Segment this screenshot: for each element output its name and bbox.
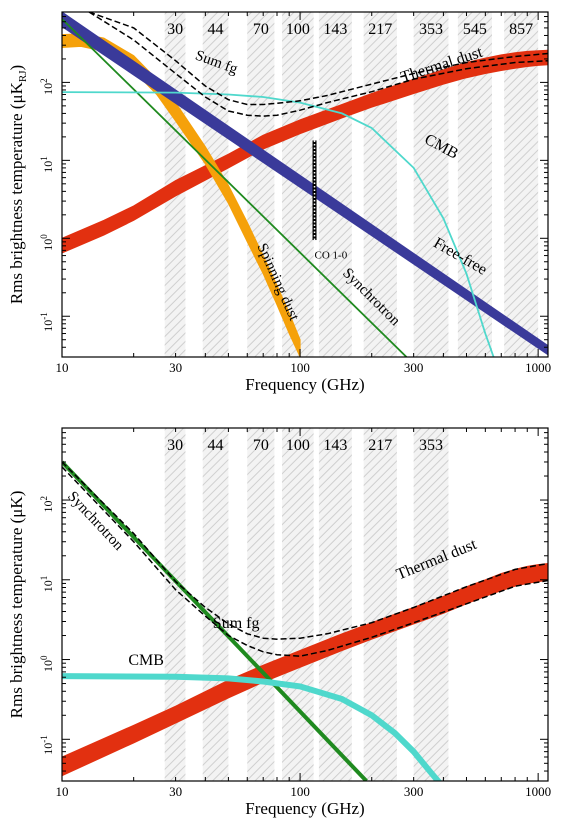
top-y-axis-label: Rms brightness temperature (μKRJ) [7,65,29,304]
bottom-band-label-217: 217 [368,437,392,454]
top-plot-frame [61,11,549,358]
top-y-axis: 10-1 100 101 102 Rms brightness temperature … [7,11,548,358]
bottom-series-sum-fg-upper [62,461,548,640]
bottom-band-143 [318,428,352,781]
top-band-label-857: 857 [509,21,533,38]
bottom-series-synchrotron [62,460,368,781]
top-x-tick-label-30: 30 [169,360,182,375]
bottom-frequency-bands: 30 44 70 100 143 217 353 [164,428,449,781]
top-y-tick-label: 101 [39,156,55,173]
top-x-axis-label: Frequency (GHz) [245,375,364,394]
top-series-synchrotron [62,18,408,357]
bottom-y-tick-label: 101 [39,576,55,593]
bottom-x-tick-label-300: 300 [404,784,424,799]
bottom-band-30 [164,428,186,781]
bottom-band-label-353: 353 [419,437,443,454]
bottom-band-44 [202,428,229,781]
top-y-tick-label: 102 [39,78,55,95]
bottom-band-label-100: 100 [286,437,310,454]
top-x-axis: 10 30 100 300 1000 Frequency (GHz) [56,12,551,394]
bottom-band-label-44: 44 [208,437,224,454]
top-x-tick-label-300: 300 [404,360,424,375]
top-series [62,12,548,357]
bottom-series [62,460,548,781]
bottom-x-tick-label-10: 10 [56,784,69,799]
bottom-series-sum-fg-lower [62,466,548,657]
top-annotation-co-1-0: CO 1-0 [315,250,348,262]
bottom-band-100 [282,428,314,781]
bottom-series-thermal-dust [62,562,548,777]
bottom-y-tick-label: 102 [39,496,55,513]
top-band-label-353: 353 [419,21,443,38]
top-band-label-545: 545 [463,21,487,38]
bottom-plot-frame [61,427,549,782]
bottom-y-axis-label: Rms brightness temperature (μK) [7,491,26,719]
top-series-free-free [62,12,548,356]
top-band-label-70: 70 [253,21,269,38]
top-x-tick-label-100: 100 [290,360,310,375]
bottom-band-70 [247,428,275,781]
bottom-band-label-143: 143 [323,437,347,454]
bottom-x-tick-label-1000: 1000 [525,784,551,799]
top-series-sum-fg-upper [88,12,548,106]
top-x-tick-label-1000: 1000 [525,360,551,375]
top-series-sum-fg-lower [88,12,548,117]
bottom-x-tick-label-100: 100 [290,784,310,799]
bottom-band-label-30: 30 [167,437,183,454]
top-band-label-217: 217 [368,21,392,38]
top-series-thermal-dust [62,49,548,254]
bottom-x-tick-label-30: 30 [169,784,182,799]
top-band-label-100: 100 [286,21,310,38]
bottom-band-label-70: 70 [253,437,269,454]
top-y-tick-label: 100 [39,234,55,251]
top-band-label-143: 143 [323,21,347,38]
bottom-series-cmb [62,673,442,781]
top-y-tick-label: 10-1 [39,312,55,332]
bottom-x-axis-label: Frequency (GHz) [245,799,364,818]
bottom-x-axis: 10 30 100 300 1000 Frequency (GHz) [56,428,551,818]
top-band-70 [247,12,275,357]
bottom-annotation-sum-fg: Sum fg [213,615,260,632]
top-band-143 [318,12,352,357]
top-frequency-bands: 30 44 70 100 143 217 353 545 857 [164,12,539,357]
bottom-annotation-cmb: CMB [128,652,164,669]
top-x-tick-label-10: 10 [56,360,69,375]
top-band-label-30: 30 [167,21,183,38]
top-band-label-44: 44 [208,21,224,38]
top-band-217 [363,12,397,357]
bottom-y-tick-label: 100 [39,655,55,672]
bottom-y-tick-label: 10-1 [39,735,55,755]
bottom-y-axis: 10-1 100 101 102 Rms brightness temperature … [7,427,548,782]
